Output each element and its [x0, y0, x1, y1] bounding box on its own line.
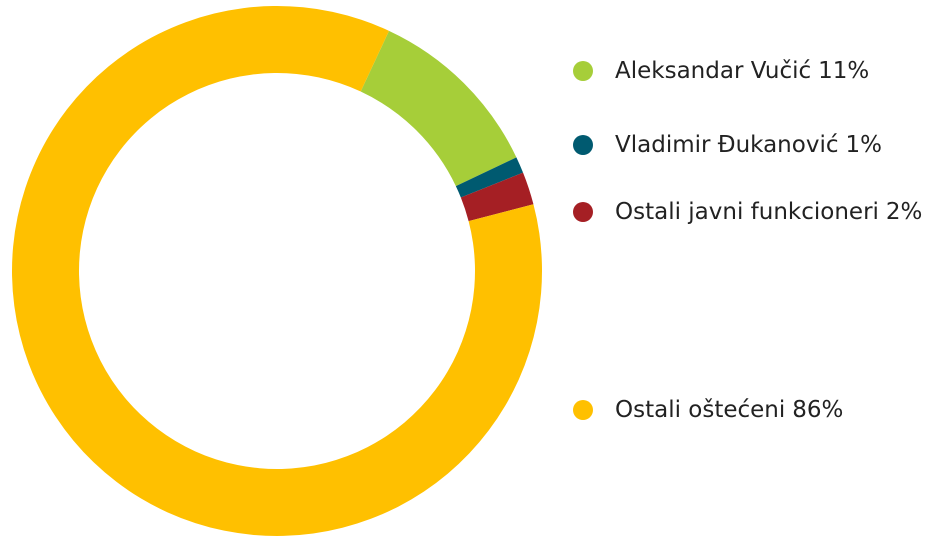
legend-name: Aleksandar Vučić	[615, 58, 811, 84]
donut-segment	[360, 30, 517, 187]
legend-name: Vladimir Đukanović	[615, 132, 838, 158]
legend-item: Vladimir Đukanović 1%	[573, 132, 882, 158]
legend-name: Ostali javni funkcioneri	[615, 199, 879, 225]
donut-segment	[460, 172, 534, 222]
donut-segment	[455, 157, 524, 198]
legend-item: Ostali javni funkcioneri 2%	[573, 199, 922, 225]
legend-name: Ostali oštećeni	[615, 397, 785, 423]
legend-label: Aleksandar Vučić 11%	[615, 58, 869, 84]
legend-label: Vladimir Đukanović 1%	[615, 132, 882, 158]
legend-value: 2%	[886, 199, 923, 225]
legend-item: Ostali oštećeni 86%	[573, 397, 843, 423]
legend-marker	[573, 61, 593, 81]
legend-marker	[573, 202, 593, 222]
legend-value: 86%	[792, 397, 843, 423]
legend-marker	[573, 135, 593, 155]
legend-marker	[573, 400, 593, 420]
legend-label: Ostali javni funkcioneri 2%	[615, 199, 922, 225]
legend-item: Aleksandar Vučić 11%	[573, 58, 869, 84]
legend-value: 11%	[818, 58, 869, 84]
legend-value: 1%	[845, 132, 882, 158]
legend-label: Ostali oštećeni 86%	[615, 397, 843, 423]
